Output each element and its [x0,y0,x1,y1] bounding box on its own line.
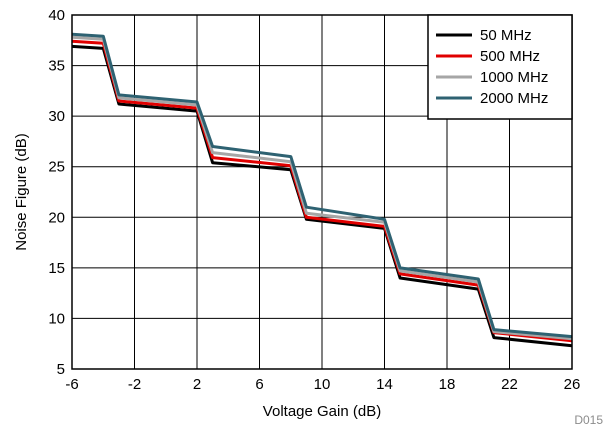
y-axis-title: Noise Figure (dB) [13,133,30,251]
x-tick-label: -6 [65,376,78,393]
y-tick-label: 15 [48,260,65,277]
y-tick-label: 30 [48,108,65,125]
legend-label: 1000 MHz [480,69,548,86]
legend-label: 500 MHz [480,48,540,65]
x-tick-label: 26 [564,376,581,393]
plot-frame [71,14,573,370]
x-tick-label: 14 [376,376,393,393]
x-axis-title: Voltage Gain (dB) [263,403,381,420]
y-tick-label: 35 [48,58,65,75]
series-line-2000-mhz [71,32,573,339]
y-tick-label: 25 [48,159,65,176]
figure-credit: D015 [574,413,603,426]
y-tick-labels: 5 10 15 20 25 30 35 40 [48,7,65,378]
x-tick-labels: -6 -2 2 6 10 14 18 22 26 [65,376,580,393]
x-tick-label: 6 [255,376,263,393]
y-tick-label: 20 [48,209,65,226]
x-tick-label: 2 [193,376,201,393]
x-tick-label: 22 [501,376,518,393]
y-tick-label: 5 [57,361,65,378]
x-tick-label: 10 [314,376,331,393]
series-lines [71,32,573,348]
legend-label: 2000 MHz [480,90,548,107]
x-tick-label: -2 [128,376,141,393]
legend: 50 MHz 500 MHz 1000 MHz 2000 MHz [427,14,573,120]
y-tick-label: 40 [48,7,65,24]
x-tick-label: 18 [439,376,456,393]
legend-box [427,14,573,120]
legend-label: 50 MHz [480,27,532,44]
y-tick-label: 10 [48,310,65,327]
